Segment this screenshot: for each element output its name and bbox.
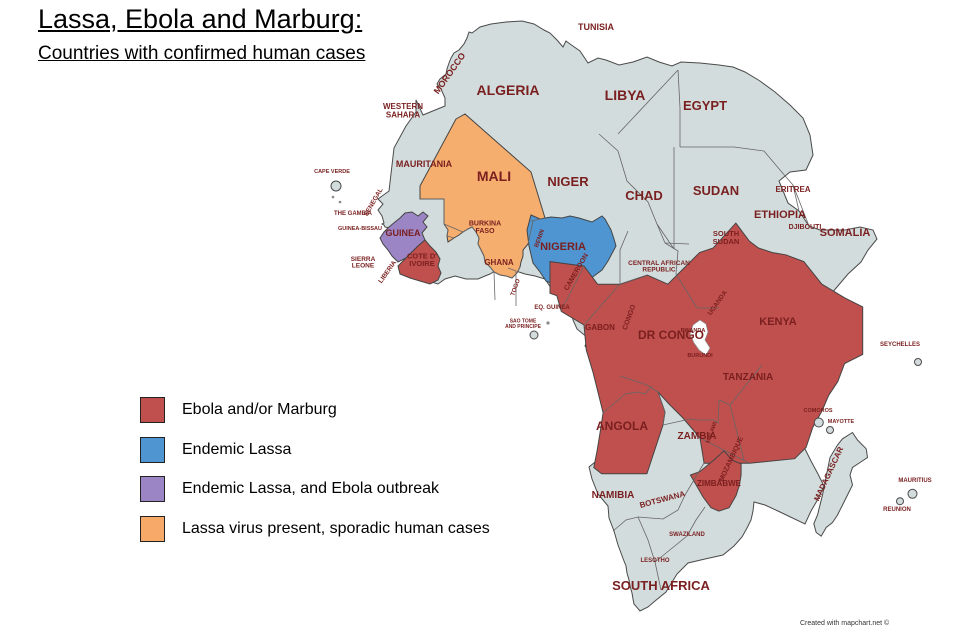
svg-text:TUNISIA: TUNISIA xyxy=(578,22,615,32)
svg-text:SOMALIA: SOMALIA xyxy=(820,227,871,239)
svg-text:BURUNDI: BURUNDI xyxy=(687,353,713,359)
svg-text:RWANDA: RWANDA xyxy=(681,328,706,334)
svg-text:DJIBOUTI: DJIBOUTI xyxy=(789,224,822,231)
svg-text:REUNION: REUNION xyxy=(883,507,911,513)
svg-text:THE GAMBIA: THE GAMBIA xyxy=(334,211,373,217)
svg-text:LESOTHO: LESOTHO xyxy=(640,558,669,564)
svg-text:LIBERIA: LIBERIA xyxy=(377,259,398,285)
svg-text:SWAZILAND: SWAZILAND xyxy=(669,532,705,538)
svg-text:SEYCHELLES: SEYCHELLES xyxy=(880,342,920,348)
svg-text:TOGO: TOGO xyxy=(510,278,522,297)
svg-text:ZIMBABWE: ZIMBABWE xyxy=(697,479,742,488)
svg-text:CAPE VERDE: CAPE VERDE xyxy=(314,169,350,175)
svg-text:EQ. GUINEA: EQ. GUINEA xyxy=(534,305,570,311)
svg-text:ERITREA: ERITREA xyxy=(775,185,810,194)
svg-text:SUDAN: SUDAN xyxy=(693,183,739,198)
svg-text:NIGERIA: NIGERIA xyxy=(540,241,586,253)
svg-text:MAURITANIA: MAURITANIA xyxy=(396,159,453,169)
svg-text:TANZANIA: TANZANIA xyxy=(723,372,773,383)
svg-text:GUINEA-BISSAU: GUINEA-BISSAU xyxy=(338,226,382,232)
svg-text:EGYPT: EGYPT xyxy=(683,98,727,113)
svg-text:GHANA: GHANA xyxy=(484,258,514,267)
svg-text:MALI: MALI xyxy=(477,168,511,184)
svg-text:MAYOTTE: MAYOTTE xyxy=(828,419,855,425)
svg-text:GUINEA: GUINEA xyxy=(385,228,421,238)
svg-text:GABON: GABON xyxy=(585,323,615,332)
svg-text:SOUTH AFRICA: SOUTH AFRICA xyxy=(612,578,710,593)
svg-text:NAMIBIA: NAMIBIA xyxy=(592,490,635,501)
svg-text:COMOROS: COMOROS xyxy=(803,408,832,414)
svg-text:MAURITIUS: MAURITIUS xyxy=(898,478,931,484)
svg-text:ALGERIA: ALGERIA xyxy=(477,82,540,98)
svg-text:KENYA: KENYA xyxy=(759,316,797,328)
svg-text:LIBYA: LIBYA xyxy=(605,87,646,103)
svg-text:COTE D'IVOIRE: COTE D' IVOIRE xyxy=(407,251,437,268)
svg-text:ETHIOPIA: ETHIOPIA xyxy=(754,209,806,221)
svg-text:ANGOLA: ANGOLA xyxy=(596,419,648,433)
svg-text:CHAD: CHAD xyxy=(625,188,663,203)
svg-text:NIGER: NIGER xyxy=(547,174,589,189)
